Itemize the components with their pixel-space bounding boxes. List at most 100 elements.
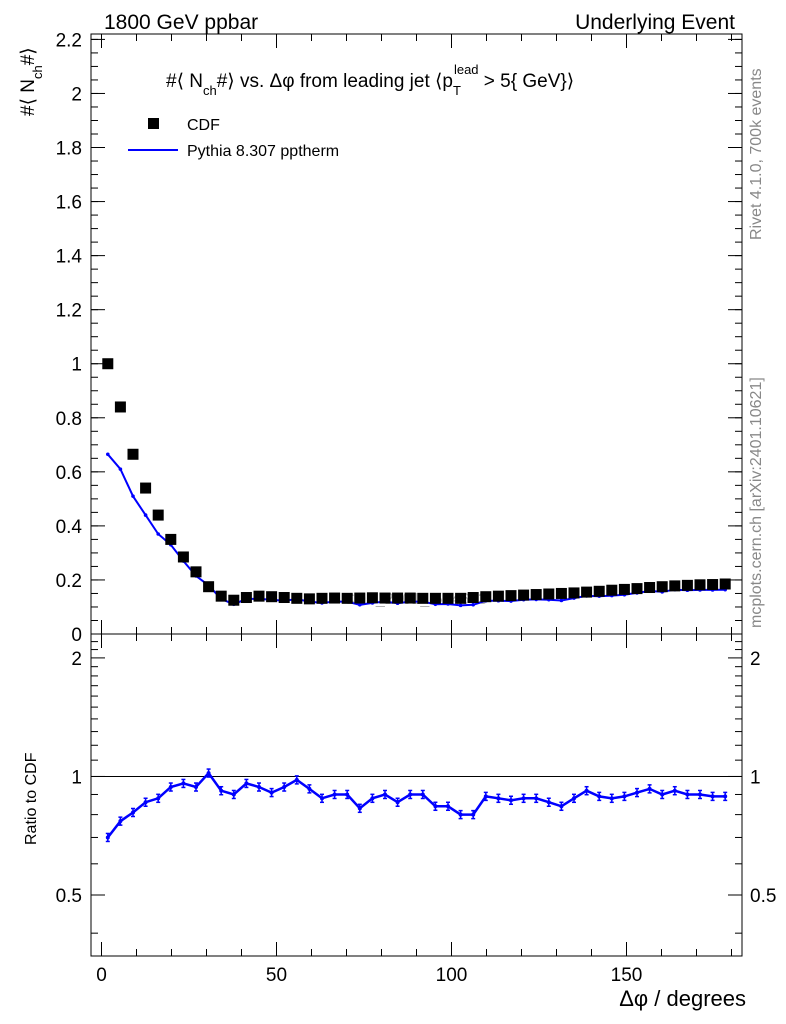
cdf-data-point [152, 509, 164, 521]
ylabel-part-c: #⟩ [18, 47, 39, 65]
cdf-data-point [631, 583, 643, 595]
ratio-point [584, 788, 589, 793]
ratio-point [269, 790, 274, 795]
ratio-point [559, 804, 564, 809]
main-ytick-label: 1.2 [56, 301, 82, 322]
cdf-data-point [266, 591, 278, 603]
ratio-point [244, 781, 249, 786]
ratio-point [231, 792, 236, 797]
cdf-data-point [518, 589, 530, 601]
cdf-data-point [354, 592, 366, 604]
cdf-data-point [140, 482, 152, 494]
ratio-point [534, 796, 539, 801]
main-ytick-label: 1 [71, 355, 82, 376]
cdf-data-point [505, 590, 517, 602]
cdf-data-point [467, 592, 479, 604]
cdf-data-point [228, 594, 240, 606]
ratio-point [483, 794, 488, 799]
ratio-point [181, 781, 186, 786]
ratio-ytick-label: 1 [71, 767, 82, 788]
ratio-point [446, 804, 450, 809]
ratio-ylabel: Ratio to CDF [23, 752, 40, 845]
ratio-point [723, 794, 728, 799]
ratio-point [635, 790, 639, 795]
cdf-data-point [694, 579, 706, 591]
ratio-point [509, 798, 513, 803]
ratio-point [194, 785, 198, 790]
cdf-data-point [681, 579, 693, 591]
pythia-point [471, 603, 476, 607]
cdf-data-point [719, 578, 731, 590]
main-ytick-label: 2.2 [56, 30, 82, 51]
ylabel-part-b: ch [30, 65, 45, 79]
ratio-xtick-label: 0 [96, 965, 107, 986]
main-ytick-label: 0.2 [56, 571, 82, 592]
ratio-point [408, 792, 413, 797]
cdf-data-point [316, 592, 328, 604]
main-ylabel: #⟨ Nch#⟩ [18, 47, 45, 116]
title-part-b: ch [203, 83, 217, 98]
ratio-point [395, 800, 400, 805]
ratio-point [383, 792, 387, 797]
legend-marker-cdf [148, 118, 159, 129]
main-ytick-label: 1.8 [56, 139, 82, 160]
ratio-point [647, 786, 652, 791]
title-part-a: #⟨ N [166, 71, 203, 92]
ratio-point [609, 796, 614, 801]
ratio-point [370, 796, 375, 801]
ratio-point [622, 794, 627, 799]
title-part-e: lead [454, 62, 479, 77]
cdf-data-point [165, 533, 177, 545]
ratio-point [521, 796, 526, 801]
cdf-data-point [190, 566, 202, 578]
ratio-point [307, 786, 312, 791]
cdf-data-point [581, 586, 593, 598]
pythia-point [156, 532, 160, 536]
ratio-point [131, 810, 135, 815]
ratio-point [660, 792, 665, 797]
ratio-point [710, 794, 715, 799]
pythia-series-line [107, 453, 726, 607]
cdf-data-point [656, 581, 668, 593]
title-part-d: T [453, 83, 461, 98]
cdf-data-point [240, 592, 252, 604]
ratio-point [332, 792, 337, 797]
ratio-point [320, 796, 324, 801]
ratio-point [685, 792, 690, 797]
legend-label-pythia: Pythia 8.307 pptherm [187, 143, 339, 160]
cdf-data-point [404, 592, 416, 604]
ratio-point [572, 796, 576, 801]
main-panel: 00.20.40.60.811.21.41.61.822.2 CDF_2001_… [18, 30, 743, 646]
ratio-ytick-label-right: 2 [750, 649, 761, 670]
cdf-data-point [530, 589, 542, 601]
ratio-point [433, 804, 438, 809]
cdf-data-point [644, 582, 656, 594]
ratio-ytick-label-right: 1 [750, 767, 761, 788]
cdf-data-point [555, 587, 567, 599]
cdf-data-point [669, 580, 681, 592]
cdf-data-point [291, 592, 303, 604]
ratio-point [698, 792, 702, 797]
cdf-data-point [568, 587, 580, 599]
ratio-xtick-label: 100 [436, 965, 468, 986]
pythia-point [131, 494, 135, 498]
ratio-point [357, 806, 362, 811]
ratio-xlabel: Δφ / degrees [619, 986, 746, 1011]
pythia-point [358, 603, 362, 607]
main-ytick-label: 0.8 [56, 409, 82, 430]
main-title: #⟨ Nch#⟩ vs. Δφ from leading jet ⟨pTlead… [166, 62, 574, 98]
mcplots-label: mcplots.cern.ch [arXiv:2401.10621] [748, 377, 765, 628]
cdf-data-point [417, 592, 429, 604]
title-part-c: #⟩ vs. Δφ from leading jet ⟨p [217, 71, 453, 92]
cdf-data-point [543, 588, 555, 600]
cdf-data-point [442, 592, 454, 604]
ratio-point [672, 788, 677, 793]
cdf-data-point [379, 592, 391, 604]
cdf-data-point [329, 592, 341, 604]
cdf-data-point [492, 590, 504, 602]
ratio-point [294, 777, 299, 782]
cdf-data-point [480, 591, 492, 603]
cdf-data-point [392, 592, 404, 604]
cdf-data-point [127, 448, 139, 460]
ratio-point [257, 785, 261, 790]
